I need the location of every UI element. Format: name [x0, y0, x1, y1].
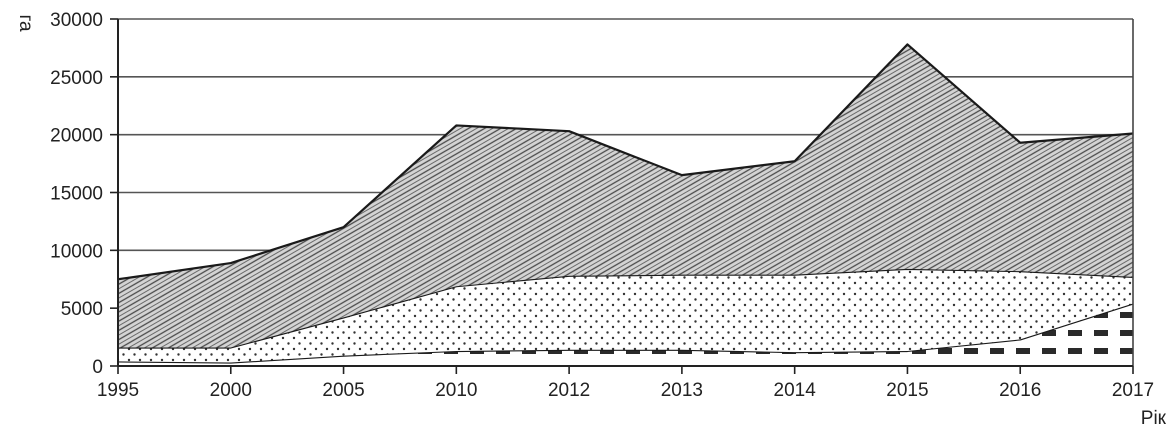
- series-3-boundary-line: [117, 43, 1134, 281]
- y-tick-labels: 0 5000 10000 15000 20000 25000 30000: [50, 10, 103, 378]
- x-tick-label: 2012: [548, 380, 590, 401]
- x-tick-labels: 1995 2000 2005 2010 2012 2013 2014 2015 2016 2017: [97, 380, 1154, 401]
- y-tick-label: 15000: [50, 184, 103, 205]
- x-tick-label: 2013: [661, 380, 703, 401]
- y-axis-label: га: [15, 14, 36, 32]
- x-tick-label: 2010: [435, 380, 477, 401]
- y-tick-label: 25000: [50, 68, 103, 89]
- area-series-2: [118, 268, 1133, 363]
- x-tick-label: 2015: [886, 380, 928, 401]
- axes: [110, 18, 1134, 374]
- y-tick-label: 5000: [61, 299, 103, 320]
- x-tick-label: 2005: [322, 380, 364, 401]
- y-tick-label: 30000: [50, 10, 103, 31]
- y-tick-label: 20000: [50, 126, 103, 147]
- x-tick-label: 1995: [97, 380, 139, 401]
- x-axis-label: Рік: [1141, 408, 1167, 429]
- x-tick-label: 2014: [774, 380, 817, 401]
- y-tick-label: 10000: [50, 241, 103, 262]
- area-layers: [117, 43, 1134, 366]
- area-series-1: [118, 303, 1133, 366]
- area-series-3: [118, 44, 1133, 348]
- x-tick-label: 2017: [1112, 380, 1154, 401]
- y-tick-label: 0: [92, 357, 103, 378]
- x-tick-label: 2000: [210, 380, 252, 401]
- x-tick-label: 2016: [999, 380, 1041, 401]
